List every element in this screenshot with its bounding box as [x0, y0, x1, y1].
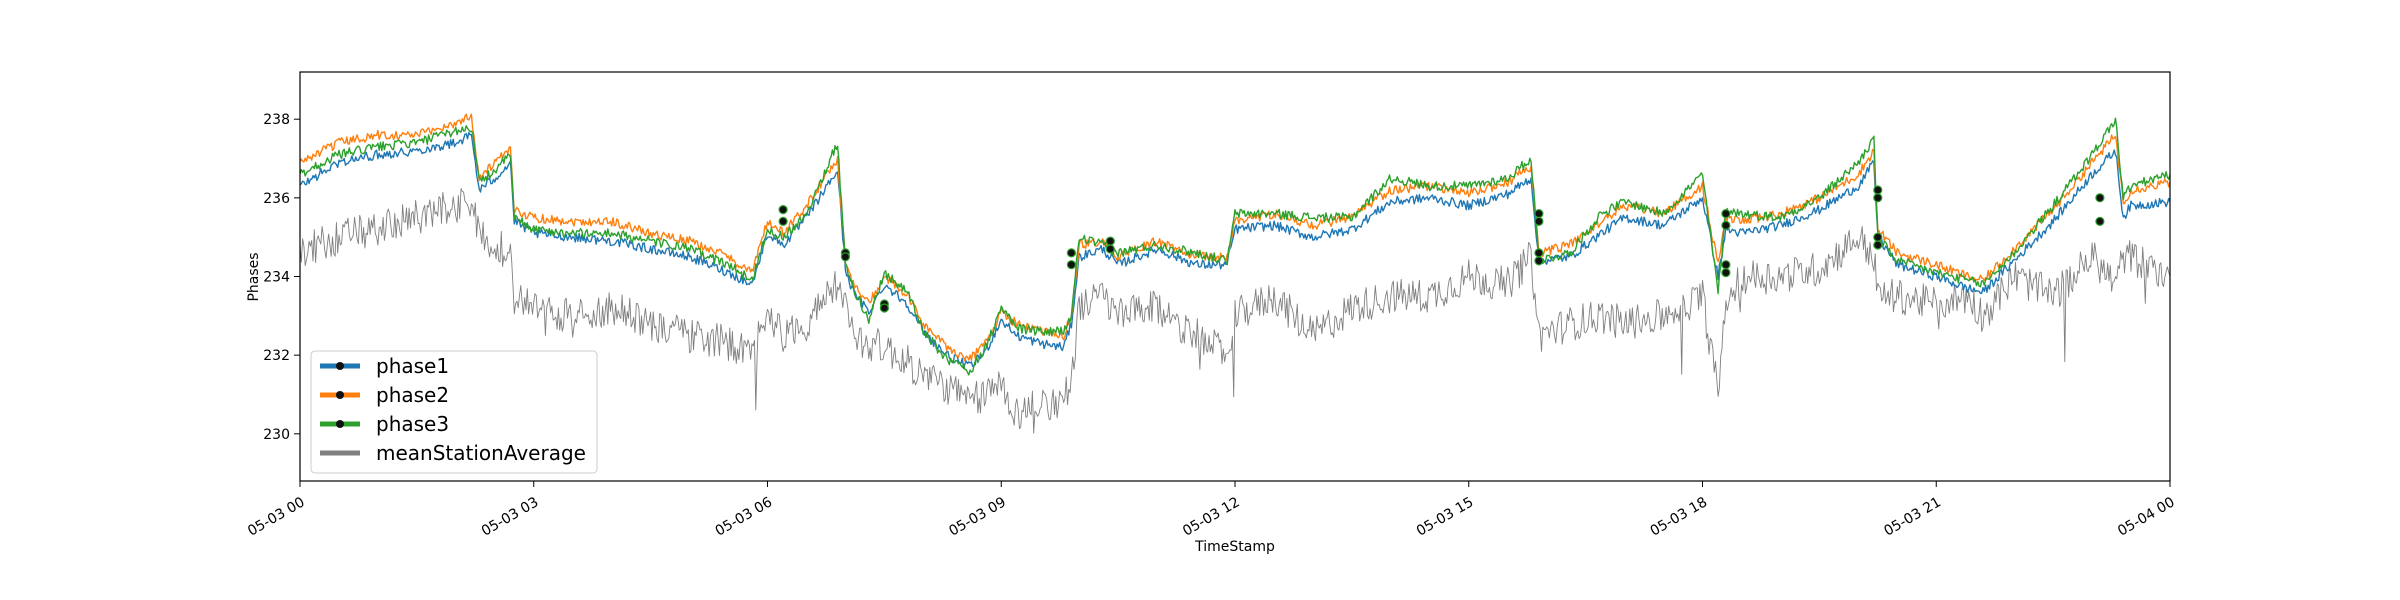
- legend-label-phase1: phase1: [376, 354, 449, 378]
- series-line-meanStationAverage: [299, 188, 2171, 434]
- legend-box: [310, 350, 598, 474]
- marker-layer: [778, 185, 2105, 313]
- legend-label-meanStationAverage: meanStationAverage: [376, 441, 586, 465]
- series-line-phase1: [299, 131, 2171, 370]
- series-line-phase2: [299, 113, 2171, 362]
- y-axis-title: Phases: [246, 252, 262, 301]
- series-marker: [1066, 248, 1077, 258]
- series-marker: [1721, 220, 1731, 230]
- series-marker: [1534, 209, 1544, 219]
- series-marker: [1534, 256, 1544, 266]
- legend: phase1 phase2 phase3 meanStationAverage: [310, 350, 598, 474]
- legend-marker-phase2: [336, 391, 344, 399]
- y-tick-label: 234: [263, 270, 290, 286]
- series-marker: [1721, 209, 1731, 219]
- series-marker: [1873, 185, 1883, 195]
- legend-label-phase2: phase2: [376, 383, 449, 407]
- series-marker: [778, 205, 788, 215]
- series-marker: [1105, 244, 1115, 254]
- series-marker: [1873, 193, 1883, 203]
- y-tick-label: 232: [263, 348, 290, 364]
- series-marker: [1873, 232, 1883, 242]
- y-tick-label: 236: [263, 191, 290, 207]
- series-marker: [778, 216, 788, 226]
- series-marker: [1066, 260, 1077, 270]
- series-marker: [879, 303, 890, 313]
- series-marker: [840, 252, 851, 262]
- legend-label-phase3: phase3: [376, 412, 449, 436]
- series-line-phase3: [299, 117, 2171, 376]
- y-tick-label: 230: [263, 427, 290, 443]
- x-axis-title: TimeStamp: [1194, 539, 1275, 555]
- series-marker: [1534, 216, 1544, 226]
- series-marker: [1721, 260, 1731, 270]
- series-marker: [2095, 216, 2105, 226]
- series-marker: [2095, 193, 2105, 203]
- series-marker: [1873, 240, 1883, 250]
- y-tick-label: 238: [263, 112, 290, 128]
- series-marker: [1534, 248, 1544, 258]
- legend-marker-phase1: [336, 362, 344, 370]
- series-marker: [1721, 268, 1731, 278]
- series-marker: [1105, 236, 1115, 246]
- series-layer: [299, 113, 2171, 434]
- legend-marker-phase3: [336, 420, 344, 428]
